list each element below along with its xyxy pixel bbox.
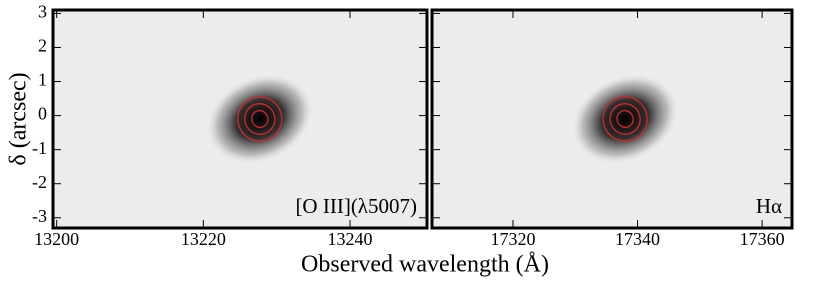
x-tick-label: 13220 — [181, 229, 226, 249]
x-tick-label: 17340 — [615, 229, 660, 249]
x-tick-label: 13240 — [328, 229, 373, 249]
y-tick-label: 1 — [38, 70, 47, 90]
x-tick-label: 17320 — [490, 229, 535, 249]
x-axis-label: Observed wavelength (Å) — [301, 252, 549, 278]
contour — [616, 109, 634, 129]
panel-label: Hα — [756, 194, 782, 218]
y-tick-label: -3 — [32, 206, 47, 226]
x-tick-label: 13200 — [34, 229, 79, 249]
y-tick-label: 0 — [38, 104, 47, 124]
contour — [602, 96, 648, 142]
panel-label: [O III](λ5007) — [295, 194, 417, 218]
y-tick-label: 2 — [38, 36, 47, 56]
y-axis-label: δ (arcsec) — [6, 72, 32, 165]
emission-blob — [572, 74, 678, 164]
panel-frame — [430, 8, 794, 230]
y-tick-label: -1 — [32, 138, 47, 158]
x-tick-label: 17360 — [740, 229, 785, 249]
emission-blob — [206, 74, 313, 164]
contour — [237, 96, 283, 142]
y-tick-label: -2 — [32, 172, 47, 192]
contour — [251, 109, 269, 129]
emission-feature — [572, 74, 678, 164]
contour — [244, 103, 276, 135]
contour — [609, 103, 641, 135]
y-tick-label: 3 — [38, 2, 47, 22]
emission-feature — [206, 74, 313, 164]
panel-frame — [51, 8, 429, 230]
